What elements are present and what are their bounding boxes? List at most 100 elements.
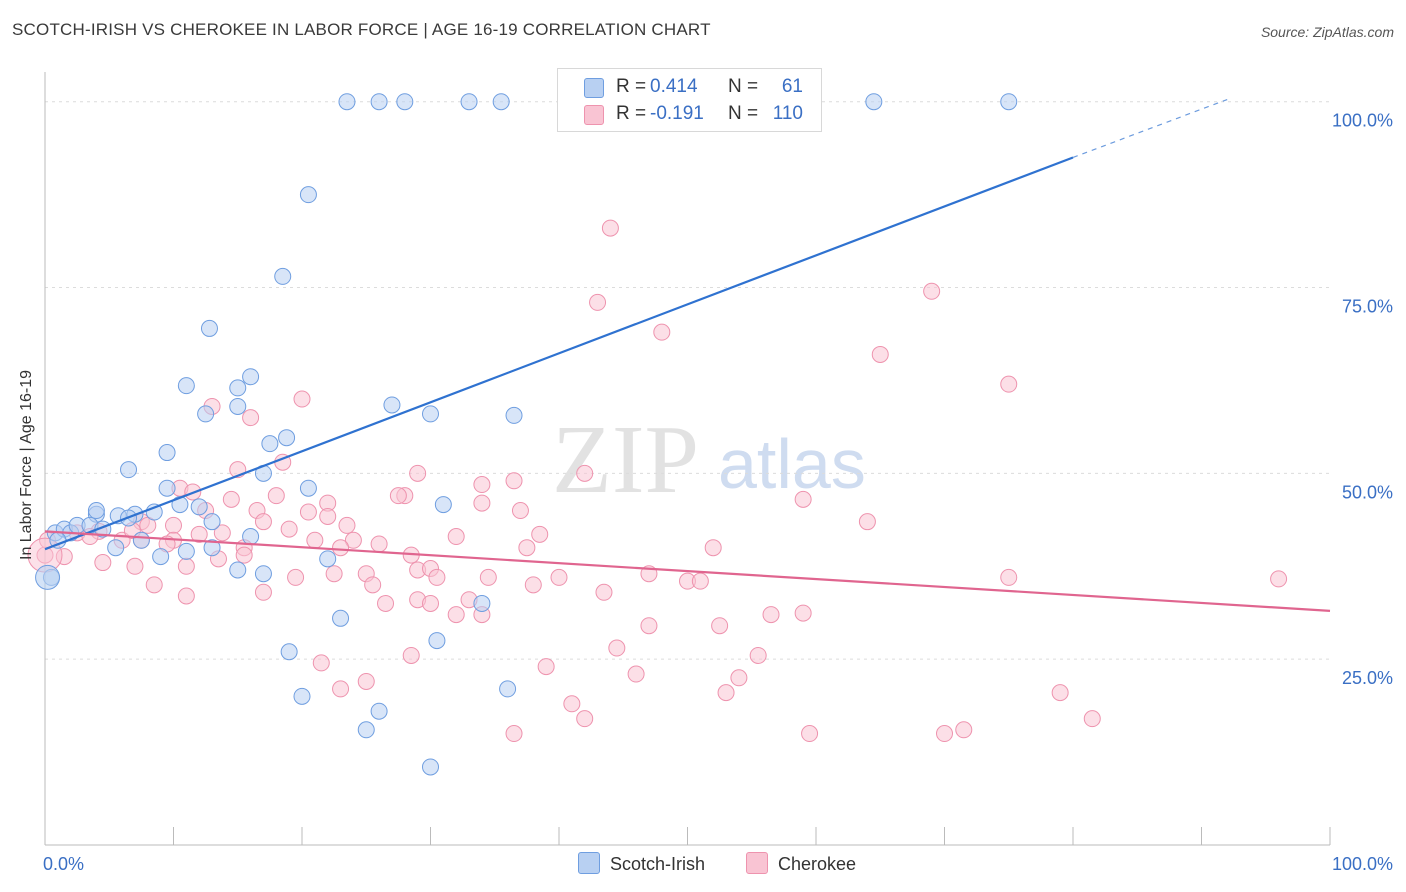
watermark: ZIP atlas	[552, 406, 866, 514]
cherokee-point	[576, 464, 594, 482]
scotch-irish-point	[200, 319, 218, 337]
scotch-irish-point	[357, 721, 375, 739]
cherokee-point	[364, 576, 382, 594]
trend-lines	[44, 98, 1331, 612]
cherokee-point	[1083, 710, 1101, 728]
scotch-irish-point	[158, 479, 176, 497]
cherokee-point	[923, 282, 941, 300]
y-tick-label: 100.0%	[1332, 111, 1393, 131]
scotch-irish-point	[332, 609, 350, 627]
scotch-irish-point	[338, 93, 356, 111]
scotch-irish-point	[229, 379, 247, 397]
cherokee-point	[377, 594, 395, 612]
scotch-irish-r-value: 0.414	[650, 76, 698, 97]
scotch-irish-points	[35, 93, 1018, 776]
cherokee-point	[524, 576, 542, 594]
legend-item-scotch-irish[interactable]: Scotch-Irish	[578, 852, 705, 875]
cherokee-point	[280, 520, 298, 538]
cherokee-point	[505, 472, 523, 490]
scotch-irish-point	[177, 377, 195, 395]
cherokee-point	[332, 539, 350, 557]
cherokee-point	[344, 531, 362, 549]
cherokee-legend-swatch	[746, 852, 768, 874]
cherokee-point	[711, 617, 729, 635]
watermark-atlas: atlas	[718, 425, 866, 503]
axes	[44, 72, 1331, 846]
cherokee-point	[691, 572, 709, 590]
scotch-irish-point	[460, 93, 478, 111]
cherokee-point	[319, 507, 337, 525]
cherokee-point	[213, 524, 231, 542]
cherokee-point	[871, 345, 889, 363]
scotch-irish-point	[229, 397, 247, 415]
y-tick-label: 75.0%	[1342, 297, 1393, 317]
y-tick-label: 50.0%	[1342, 482, 1393, 502]
scotch-irish-point	[370, 702, 388, 720]
r-label: R =	[616, 76, 647, 97]
cherokee-point	[589, 293, 607, 311]
cherokee-point	[801, 725, 819, 743]
cherokee-point	[653, 323, 671, 341]
cherokee-point	[640, 617, 658, 635]
scotch-irish-point	[158, 444, 176, 462]
scotch-irish-point	[261, 435, 279, 453]
legend-item-cherokee[interactable]: Cherokee	[746, 852, 856, 875]
scotch-irish-point	[203, 539, 221, 557]
cherokee-point	[704, 539, 722, 557]
stats-row-scotch-irish: R = 0.414 N = 61	[558, 73, 821, 101]
stats-legend: R = 0.414 N = 61 R = -0.191 N = 110	[557, 68, 822, 132]
cherokee-point	[145, 576, 163, 594]
cherokee-point	[370, 535, 388, 553]
cherokee-point	[608, 639, 626, 657]
cherokee-point	[936, 725, 953, 743]
cherokee-point	[94, 554, 112, 572]
cherokee-point	[126, 557, 144, 575]
scotch-irish-point	[132, 531, 150, 549]
cherokee-point	[717, 684, 735, 702]
cherokee-point	[730, 669, 748, 687]
source-credit: Source: ZipAtlas.com	[1260, 24, 1394, 40]
cherokee-point	[531, 525, 549, 543]
cherokee-point	[563, 695, 581, 713]
scotch-irish-point	[190, 498, 208, 516]
cherokee-point	[293, 390, 311, 408]
scotch-irish-point	[865, 93, 883, 111]
scotch-irish-point	[87, 502, 105, 520]
cherokee-point	[428, 568, 446, 586]
scotch-irish-point	[242, 368, 260, 386]
scotch-irish-point	[422, 758, 439, 776]
n-label: N =	[728, 103, 759, 124]
scotch-irish-point	[396, 93, 414, 111]
y-tick-label: 25.0%	[1342, 668, 1393, 688]
y-axis-label: In Labor Force | Age 16-19	[18, 369, 35, 560]
cherokee-point	[1000, 375, 1018, 393]
scotch-irish-trend-line	[44, 156, 1074, 551]
scotch-irish-point	[229, 561, 247, 579]
scotch-irish-point	[152, 548, 170, 566]
cherokee-point	[1051, 684, 1069, 702]
cherokee-swatch	[584, 105, 604, 125]
cherokee-point	[254, 513, 272, 531]
cherokee-trend-line	[44, 530, 1331, 612]
cherokee-point	[550, 568, 568, 586]
scotch-irish-point	[177, 542, 195, 560]
cherokee-point	[479, 568, 497, 586]
cherokee-point	[254, 583, 272, 601]
cherokee-point	[576, 710, 594, 728]
scotch-irish-point	[505, 406, 523, 424]
cherokee-point	[794, 490, 812, 508]
cherokee-point	[595, 583, 613, 601]
cherokee-point	[409, 464, 427, 482]
cherokee-point	[357, 672, 375, 690]
scotch-irish-point	[278, 429, 296, 447]
scotch-irish-point	[428, 632, 446, 650]
scotch-irish-point	[280, 643, 298, 661]
cherokee-point	[505, 725, 523, 743]
scotch-irish-point	[492, 93, 510, 111]
tick-labels: 25.0% 50.0% 75.0% 100.0% 0.0% 100.0%	[43, 111, 1393, 874]
scotch-irish-point	[293, 687, 311, 705]
cherokee-point	[447, 606, 465, 624]
n-label: N =	[728, 76, 759, 97]
scotch-irish-point	[35, 564, 61, 590]
